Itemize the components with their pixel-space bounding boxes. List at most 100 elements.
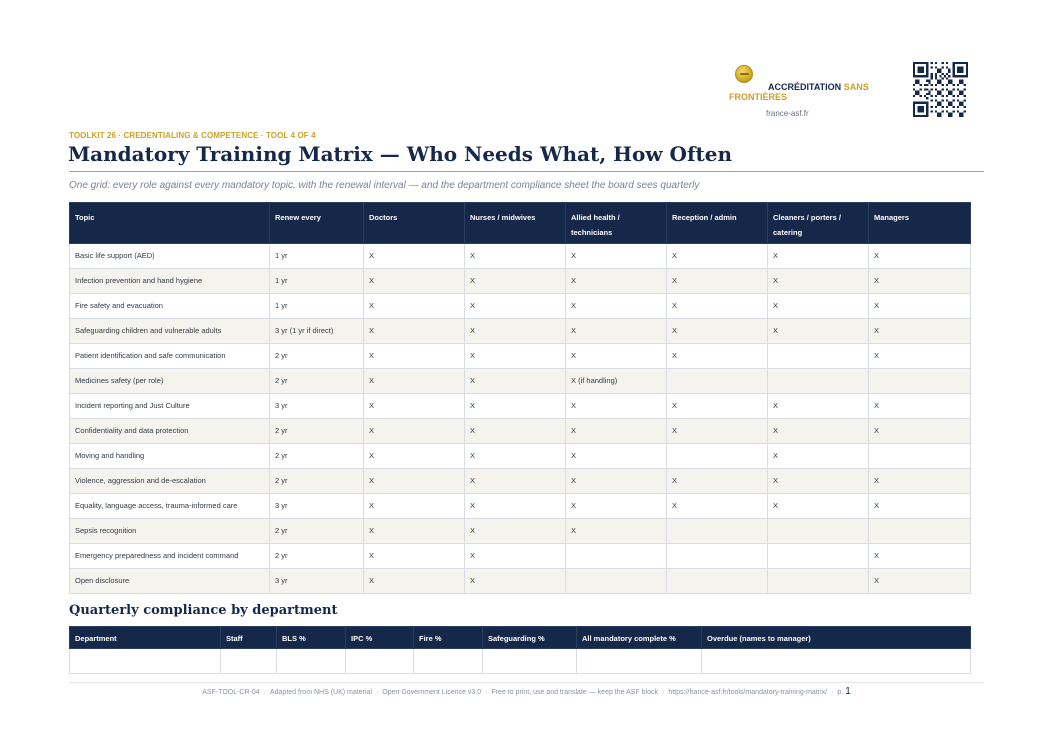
requirement-cell: X — [565, 293, 667, 319]
requirement-cell: X — [565, 468, 667, 494]
requirement-cell: X — [767, 443, 869, 469]
table-row: Sepsis recognition 2 yr X X X — [69, 518, 971, 544]
topic-cell: Sepsis recognition — [69, 518, 270, 544]
requirement-cell: X — [868, 468, 971, 494]
requirement-cell — [868, 443, 971, 469]
table-row: Infection prevention and hand hygiene 1 y… — [69, 268, 971, 294]
topic-cell: Incident reporting and Just Culture — [69, 393, 270, 419]
topic-cell: Open disclosure — [69, 568, 270, 594]
requirement-cell: X — [464, 343, 566, 369]
compliance-column-header: IPC % — [345, 626, 414, 649]
requirement-cell: X — [868, 243, 971, 269]
renewal-cell: 3 yr — [269, 393, 364, 419]
compliance-column-header: All mandatory complete % — [576, 626, 702, 649]
requirement-cell: X — [666, 468, 768, 494]
requirement-cell: X — [767, 318, 869, 344]
table-row: Equality, language access, trauma-inform… — [69, 493, 971, 519]
footer-divider — [69, 682, 984, 683]
requirement-cell — [565, 568, 667, 594]
requirement-cell: X — [666, 293, 768, 319]
requirement-cell: X — [767, 393, 869, 419]
requirement-cell: X — [666, 393, 768, 419]
topic-cell: Medicines safety (per role) — [69, 368, 270, 394]
compliance-header-row: Department Staff BLS % IPC % Fire % Safeguard… — [69, 626, 971, 649]
renewal-cell: 2 yr — [269, 418, 364, 444]
compliance-column-header: Safeguarding % — [482, 626, 577, 649]
requirement-cell: X — [565, 243, 667, 269]
table-row: Violence, aggression and de-escalation 2 … — [69, 468, 971, 494]
qr-code-icon — [913, 62, 968, 117]
requirement-cell — [666, 518, 768, 544]
requirement-cell — [767, 343, 869, 369]
requirement-cell: X — [767, 293, 869, 319]
topic-cell: Basic life support (AED) — [69, 243, 270, 269]
requirement-cell: X — [464, 468, 566, 494]
renewal-cell: 1 yr — [269, 293, 364, 319]
requirement-cell — [868, 368, 971, 394]
requirement-cell: X — [363, 368, 465, 394]
compliance-cell — [276, 648, 346, 674]
matrix-column-header: Allied health / technicians — [565, 202, 667, 244]
compliance-body — [69, 648, 971, 674]
matrix-column-header: Managers — [868, 202, 971, 244]
compliance-cell — [69, 648, 221, 674]
requirement-cell: X — [565, 318, 667, 344]
requirement-cell — [666, 568, 768, 594]
table-row: Basic life support (AED) 1 yr X X X X X X — [69, 243, 971, 269]
requirement-cell: X — [666, 243, 768, 269]
requirement-cell: X — [666, 493, 768, 519]
requirement-cell — [767, 368, 869, 394]
requirement-cell: X — [464, 543, 566, 569]
requirement-cell: X — [363, 518, 465, 544]
requirement-cell: X (if handling) — [565, 368, 667, 394]
topic-cell: Infection prevention and hand hygiene — [69, 268, 270, 294]
table-row: Moving and handling 2 yr X X X X — [69, 443, 971, 469]
table-row: Open disclosure 3 yr X X X — [69, 568, 971, 594]
requirement-cell: X — [363, 493, 465, 519]
topic-cell: Fire safety and evacuation — [69, 293, 270, 319]
requirement-cell: X — [363, 568, 465, 594]
table-row — [69, 648, 971, 674]
requirement-cell: X — [363, 418, 465, 444]
requirement-cell: X — [666, 343, 768, 369]
requirement-cell — [767, 543, 869, 569]
requirement-cell — [767, 518, 869, 544]
requirement-cell: X — [565, 518, 667, 544]
requirement-cell: X — [767, 243, 869, 269]
requirement-cell: X — [363, 243, 465, 269]
requirement-cell: X — [767, 268, 869, 294]
renewal-cell: 3 yr (1 yr if direct) — [269, 318, 364, 344]
requirement-cell: X — [565, 418, 667, 444]
requirement-cell: X — [464, 293, 566, 319]
footer-item: Open Government Licence v3.0 — [382, 689, 482, 696]
org-name-line1: ACCRÉDITATION — [768, 82, 842, 92]
requirement-cell: X — [868, 343, 971, 369]
requirement-cell: X — [565, 493, 667, 519]
requirement-cell: X — [464, 568, 566, 594]
requirement-cell: X — [767, 418, 869, 444]
matrix-column-header: Cleaners / porters / catering — [767, 202, 869, 244]
compliance-column-header: Staff — [220, 626, 277, 649]
requirement-cell: X — [464, 493, 566, 519]
topic-cell: Safeguarding children and vulnerable adu… — [69, 318, 270, 344]
requirement-cell: X — [868, 418, 971, 444]
org-name: ACCRÉDITATION SANS FRONTIÈRES — [729, 82, 889, 102]
page-title: Mandatory Training Matrix — Who Needs Wh… — [68, 142, 733, 166]
requirement-cell: X — [868, 393, 971, 419]
table-row: Confidentiality and data protection 2 yr X… — [69, 418, 971, 444]
compliance-column-header: Department — [69, 626, 221, 649]
requirement-cell — [868, 518, 971, 544]
requirement-cell: X — [464, 268, 566, 294]
requirement-cell: X — [868, 568, 971, 594]
page-prefix: p. — [837, 689, 844, 696]
topic-cell: Equality, language access, trauma-inform… — [69, 493, 270, 519]
toolkit-kicker: TOOLKIT 26 · CREDENTIALING & COMPETENCE … — [69, 131, 316, 140]
page-number: 1 — [845, 686, 851, 697]
requirement-cell: X — [363, 443, 465, 469]
matrix-body: Basic life support (AED) 1 yr X X X X X X Infect… — [69, 243, 971, 594]
requirement-cell: X — [464, 318, 566, 344]
topic-cell: Confidentiality and data protection — [69, 418, 270, 444]
org-name-sans: SANS — [843, 82, 869, 92]
matrix-column-header: Nurses / midwives — [464, 202, 566, 244]
requirement-cell: X — [363, 393, 465, 419]
